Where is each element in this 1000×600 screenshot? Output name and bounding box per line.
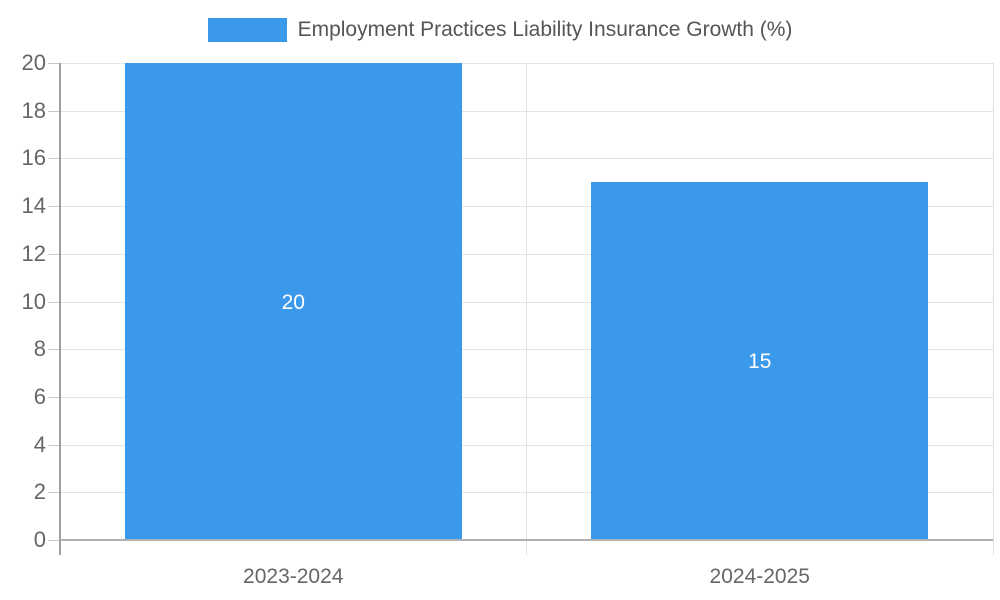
y-tick bbox=[48, 110, 60, 112]
y-tick bbox=[48, 540, 60, 541]
y-tick-label: 14 bbox=[21, 193, 46, 219]
y-tick bbox=[48, 396, 60, 398]
y-tick bbox=[48, 158, 60, 160]
y-tick-label: 8 bbox=[33, 336, 46, 362]
legend-swatch bbox=[207, 18, 287, 42]
x-axis-label: 2023-2024 bbox=[243, 565, 344, 588]
x-axis-baseline bbox=[60, 539, 993, 541]
bar bbox=[591, 182, 929, 540]
bar-value-label: 20 bbox=[281, 290, 305, 314]
y-tick-label: 0 bbox=[33, 527, 46, 552]
y-tick bbox=[48, 253, 60, 255]
category-divider bbox=[992, 63, 994, 555]
y-tick-label: 6 bbox=[33, 383, 46, 409]
y-tick bbox=[48, 444, 60, 446]
y-tick-label: 10 bbox=[21, 288, 46, 314]
category-divider bbox=[526, 63, 527, 555]
y-tick bbox=[48, 301, 60, 303]
bar-value-label: 15 bbox=[748, 350, 772, 374]
y-tick-label: 20 bbox=[21, 50, 46, 75]
y-tick bbox=[48, 206, 60, 208]
legend: Employment Practices Liability Insurance… bbox=[0, 18, 1000, 42]
y-tick-label: 4 bbox=[33, 431, 46, 457]
y-axis-line bbox=[59, 63, 61, 555]
y-tick-label: 18 bbox=[21, 97, 46, 123]
y-tick bbox=[48, 492, 60, 494]
y-tick bbox=[48, 349, 60, 351]
y-tick-label: 2 bbox=[33, 479, 46, 505]
x-axis-label: 2024-2025 bbox=[709, 565, 810, 588]
y-tick bbox=[48, 63, 60, 64]
bar bbox=[124, 63, 462, 540]
y-tick-label: 12 bbox=[21, 240, 46, 266]
y-tick-label: 16 bbox=[21, 145, 46, 171]
legend-label: Employment Practices Liability Insurance… bbox=[297, 18, 793, 41]
